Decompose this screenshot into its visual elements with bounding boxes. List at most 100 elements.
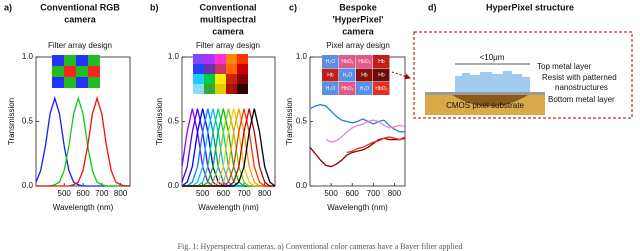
x-tick-label: 500 <box>324 189 338 198</box>
x-tick-label: 600 <box>76 189 90 198</box>
filter-cell <box>64 55 76 66</box>
filter-cell <box>204 74 215 84</box>
line <box>326 120 405 142</box>
line <box>182 109 275 186</box>
filter-cell <box>237 84 248 94</box>
filter-cell <box>88 66 100 77</box>
chart-title: camera <box>64 14 97 24</box>
x-tick-label: 500 <box>196 189 210 198</box>
filter-cell <box>204 64 215 74</box>
x-tick-label: 500 <box>58 189 72 198</box>
x-tick-label: 700 <box>237 189 251 198</box>
filter-cell <box>52 66 64 77</box>
panel-label: a) <box>4 2 12 12</box>
x-axis-label: Wavelength (nm) <box>327 203 388 212</box>
pixel-label: Hb <box>327 73 334 79</box>
diagram: d) HyperPixel structure <10μm Top metal … <box>392 2 632 118</box>
chart-title: multispectral <box>200 14 256 24</box>
scale-label: <10μm <box>480 53 505 62</box>
y-tick-label: 0.0 <box>168 181 180 190</box>
filter-cell <box>226 64 237 74</box>
filter-cell <box>88 77 100 88</box>
filter-cell <box>215 64 226 74</box>
top-metal-layer <box>425 92 545 95</box>
pixel-label: HbO₂ <box>341 86 353 92</box>
line <box>36 98 130 186</box>
y-axis-label: Transmission <box>155 98 164 145</box>
pixel-label: HbO₂ <box>358 59 370 65</box>
filter-cell <box>237 74 248 84</box>
caption: Fig. 1: Hyperspectral cameras. a) Conven… <box>178 242 463 251</box>
line <box>347 137 405 152</box>
panel-label: c) <box>289 2 297 12</box>
x-axis-label: Wavelength (nm) <box>198 203 259 212</box>
pixel-label: Hb <box>378 73 385 79</box>
x-tick-label: 700 <box>367 189 381 198</box>
line <box>36 98 130 186</box>
line <box>182 109 275 186</box>
line <box>182 109 275 186</box>
line <box>182 109 275 186</box>
filter-cell <box>193 64 204 74</box>
pixel-label: H₂O <box>326 59 336 65</box>
x-tick-label: 600 <box>217 189 231 198</box>
x-tick-label: 600 <box>346 189 360 198</box>
x-tick-label: 800 <box>258 189 272 198</box>
resist <box>455 71 530 92</box>
line <box>182 109 275 186</box>
x-tick-label: 700 <box>95 189 109 198</box>
y-tick-label: 1.0 <box>168 52 180 61</box>
pixel-label: HbO₂ <box>341 59 353 65</box>
x-tick-label: 800 <box>114 189 128 198</box>
filter-cell <box>76 77 88 88</box>
line <box>182 109 275 186</box>
filter-cell <box>88 55 100 66</box>
y-tick-label: 0.0 <box>22 181 34 190</box>
line <box>182 109 275 186</box>
pixel-label: HbO₂ <box>375 86 387 92</box>
layer-label: Resist with patterned <box>542 73 617 82</box>
y-tick-label: 0.5 <box>22 117 34 126</box>
layer-label: Top metal layer <box>537 62 592 71</box>
y-tick-label: 0.5 <box>296 117 308 126</box>
pixel-label: H₂O <box>343 73 353 79</box>
line <box>182 109 275 186</box>
filter-cell <box>76 66 88 77</box>
chart-title: Conventional RGB <box>40 2 120 12</box>
inset-title: Pixel array design <box>326 41 390 50</box>
panel-label: b) <box>150 2 159 12</box>
panel-label: d) <box>428 2 437 12</box>
pixel-label: Hb <box>361 73 368 79</box>
line <box>182 109 275 186</box>
filter-cell <box>193 84 204 94</box>
filter-cell <box>193 54 204 64</box>
layer-label: Bottom metal layer <box>548 95 615 104</box>
pixel-label: Hb <box>378 59 385 65</box>
filter-cell <box>237 54 248 64</box>
filter-cell <box>193 74 204 84</box>
filter-cell <box>226 54 237 64</box>
chart-title: camera <box>212 26 245 36</box>
filter-cell <box>204 54 215 64</box>
substrate-label: CMOS pixel substrate <box>446 101 524 110</box>
chart-title: 'HyperPixel' <box>333 14 384 24</box>
y-tick-label: 1.0 <box>296 52 308 61</box>
layer-label: nanostructures <box>555 83 608 92</box>
filter-cell <box>64 66 76 77</box>
filter-cell <box>76 55 88 66</box>
y-tick-label: 1.0 <box>22 52 34 61</box>
y-axis-label: Transmission <box>7 98 16 145</box>
filter-cell <box>237 64 248 74</box>
y-axis-label: Transmission <box>285 98 294 145</box>
inset-title: Filter array design <box>48 41 112 50</box>
filter-cell <box>215 74 226 84</box>
line <box>182 109 275 186</box>
y-tick-label: 0.0 <box>296 181 308 190</box>
pixel-label: H₂O <box>326 86 336 92</box>
chart-title: Conventional <box>199 2 256 12</box>
x-tick-label: 800 <box>388 189 402 198</box>
x-axis-label: Wavelength (nm) <box>53 203 114 212</box>
line <box>182 109 275 186</box>
pixel-label: H₂O <box>360 86 370 92</box>
